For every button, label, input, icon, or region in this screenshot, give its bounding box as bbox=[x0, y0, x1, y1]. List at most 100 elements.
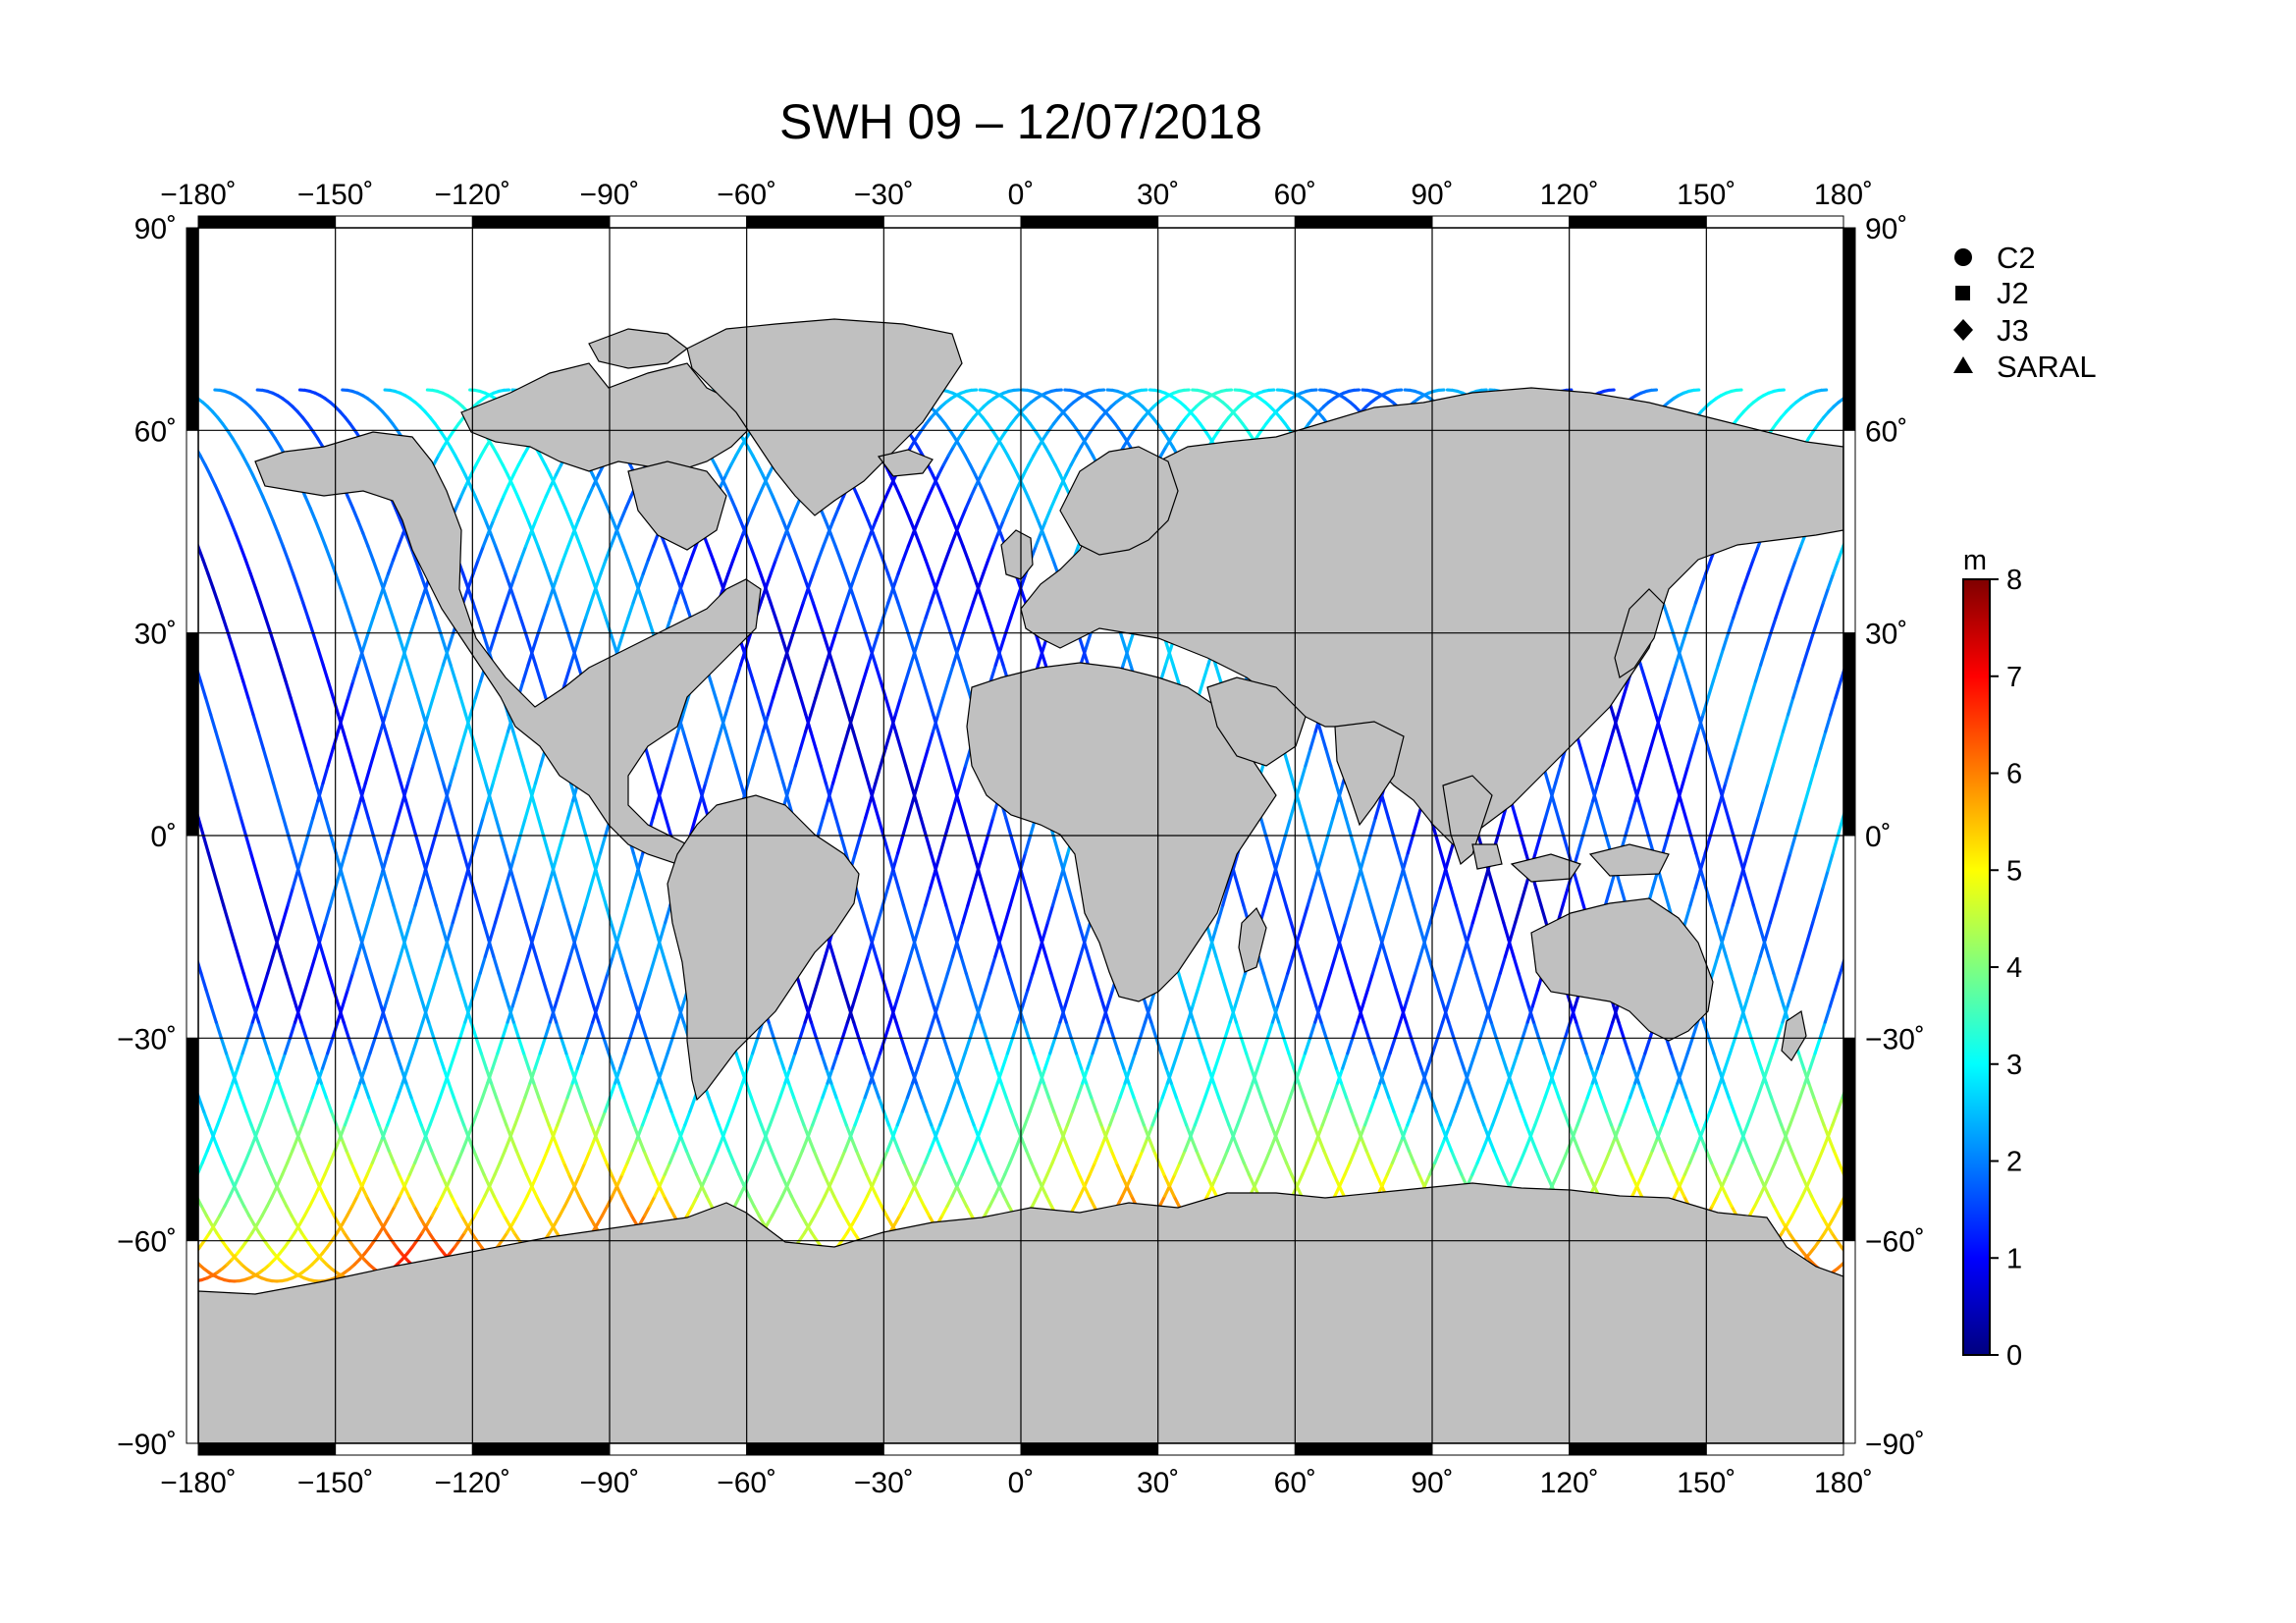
track-segment bbox=[1077, 1172, 1086, 1188]
track-segment bbox=[978, 988, 988, 1008]
track-segment bbox=[994, 1066, 1003, 1085]
track-segment bbox=[119, 836, 124, 853]
track-segment bbox=[649, 1052, 659, 1070]
track-segment bbox=[1125, 1172, 1135, 1188]
track-segment bbox=[259, 1149, 269, 1164]
track-segment bbox=[17, 1174, 22, 1185]
track-segment bbox=[1133, 1036, 1143, 1055]
track-segment bbox=[781, 782, 790, 802]
track-segment bbox=[1193, 1109, 1202, 1127]
track-segment bbox=[1031, 507, 1040, 522]
track-segment bbox=[50, 497, 55, 509]
track-segment bbox=[624, 971, 633, 992]
track-segment bbox=[83, 1006, 88, 1022]
track-segment bbox=[248, 571, 257, 590]
track-segment bbox=[501, 730, 510, 751]
track-segment bbox=[883, 1020, 892, 1040]
track-segment bbox=[460, 869, 470, 890]
track-segment bbox=[640, 1109, 650, 1127]
track-segment bbox=[876, 544, 885, 562]
track-segment bbox=[835, 1036, 844, 1055]
track-segment bbox=[597, 1020, 606, 1040]
track-segment bbox=[1310, 869, 1320, 890]
track-segment bbox=[510, 1214, 519, 1226]
track-segment bbox=[212, 1136, 221, 1153]
track-segment bbox=[901, 544, 910, 562]
track-segment bbox=[139, 1280, 144, 1281]
track-segment bbox=[1530, 988, 1540, 1008]
track-segment bbox=[502, 483, 510, 499]
track-segment bbox=[963, 1036, 972, 1055]
track-segment bbox=[1041, 531, 1050, 548]
track-segment bbox=[19, 1068, 24, 1083]
track-segment bbox=[985, 1036, 993, 1055]
track-segment bbox=[654, 782, 663, 802]
track-segment bbox=[135, 497, 140, 509]
track-segment bbox=[926, 462, 934, 477]
track-segment bbox=[306, 903, 315, 925]
track-segment bbox=[841, 988, 851, 1008]
track-segment bbox=[27, 1196, 31, 1206]
track-segment bbox=[496, 1036, 505, 1055]
track-segment bbox=[1368, 816, 1377, 838]
track-segment bbox=[1072, 1161, 1081, 1176]
track-segment bbox=[1363, 834, 1372, 855]
track-segment bbox=[471, 834, 480, 855]
track-segment bbox=[1023, 834, 1033, 855]
track-segment bbox=[602, 1036, 611, 1055]
track-segment bbox=[217, 1149, 226, 1164]
track-segment bbox=[945, 954, 955, 975]
track-segment bbox=[971, 869, 980, 890]
track-segment bbox=[965, 1204, 974, 1217]
track-segment bbox=[323, 544, 333, 562]
track-segment bbox=[714, 696, 722, 717]
track-segment bbox=[707, 1096, 716, 1113]
track-segment bbox=[964, 495, 973, 511]
track-segment bbox=[61, 1068, 66, 1083]
track-segment bbox=[1157, 1161, 1166, 1176]
track-segment bbox=[339, 869, 348, 890]
track-segment bbox=[213, 1214, 222, 1226]
track-segment bbox=[1085, 1081, 1094, 1100]
track-segment bbox=[18, 520, 23, 533]
track-segment bbox=[919, 816, 928, 838]
track-segment bbox=[850, 1214, 859, 1226]
track-segment bbox=[369, 1204, 379, 1217]
track-segment bbox=[494, 1096, 504, 1113]
track-segment bbox=[381, 571, 391, 590]
track-segment bbox=[100, 431, 105, 439]
track-segment bbox=[982, 886, 990, 907]
track-segment bbox=[442, 782, 451, 802]
track-segment bbox=[1209, 1183, 1218, 1198]
track-segment bbox=[928, 1136, 937, 1153]
track-segment bbox=[584, 834, 593, 855]
track-segment bbox=[924, 886, 933, 907]
track-segment bbox=[898, 679, 908, 700]
track-segment bbox=[674, 1123, 683, 1140]
track-segment bbox=[911, 436, 920, 449]
track-segment bbox=[1137, 1109, 1146, 1127]
track-segment bbox=[321, 764, 330, 785]
track-segment bbox=[839, 834, 848, 855]
track-segment bbox=[1006, 971, 1016, 992]
track-segment bbox=[1083, 1172, 1092, 1188]
track-segment bbox=[539, 679, 548, 700]
track-segment bbox=[300, 834, 310, 855]
track-segment bbox=[829, 1081, 838, 1100]
track-segment bbox=[953, 647, 963, 667]
track-segment bbox=[363, 764, 373, 785]
track-segment bbox=[671, 730, 680, 751]
track-segment bbox=[1003, 1161, 1012, 1176]
track-segment bbox=[426, 730, 435, 751]
track-segment bbox=[304, 1036, 313, 1055]
track-segment bbox=[91, 888, 96, 905]
track-segment bbox=[693, 798, 703, 820]
track-segment bbox=[1077, 920, 1086, 942]
track-segment bbox=[369, 679, 378, 700]
track-segment bbox=[916, 663, 926, 683]
track-segment bbox=[1084, 631, 1093, 651]
track-segment bbox=[391, 616, 400, 635]
track-segment bbox=[641, 558, 651, 575]
track-segment bbox=[1179, 1109, 1189, 1127]
track-segment bbox=[1408, 971, 1417, 992]
